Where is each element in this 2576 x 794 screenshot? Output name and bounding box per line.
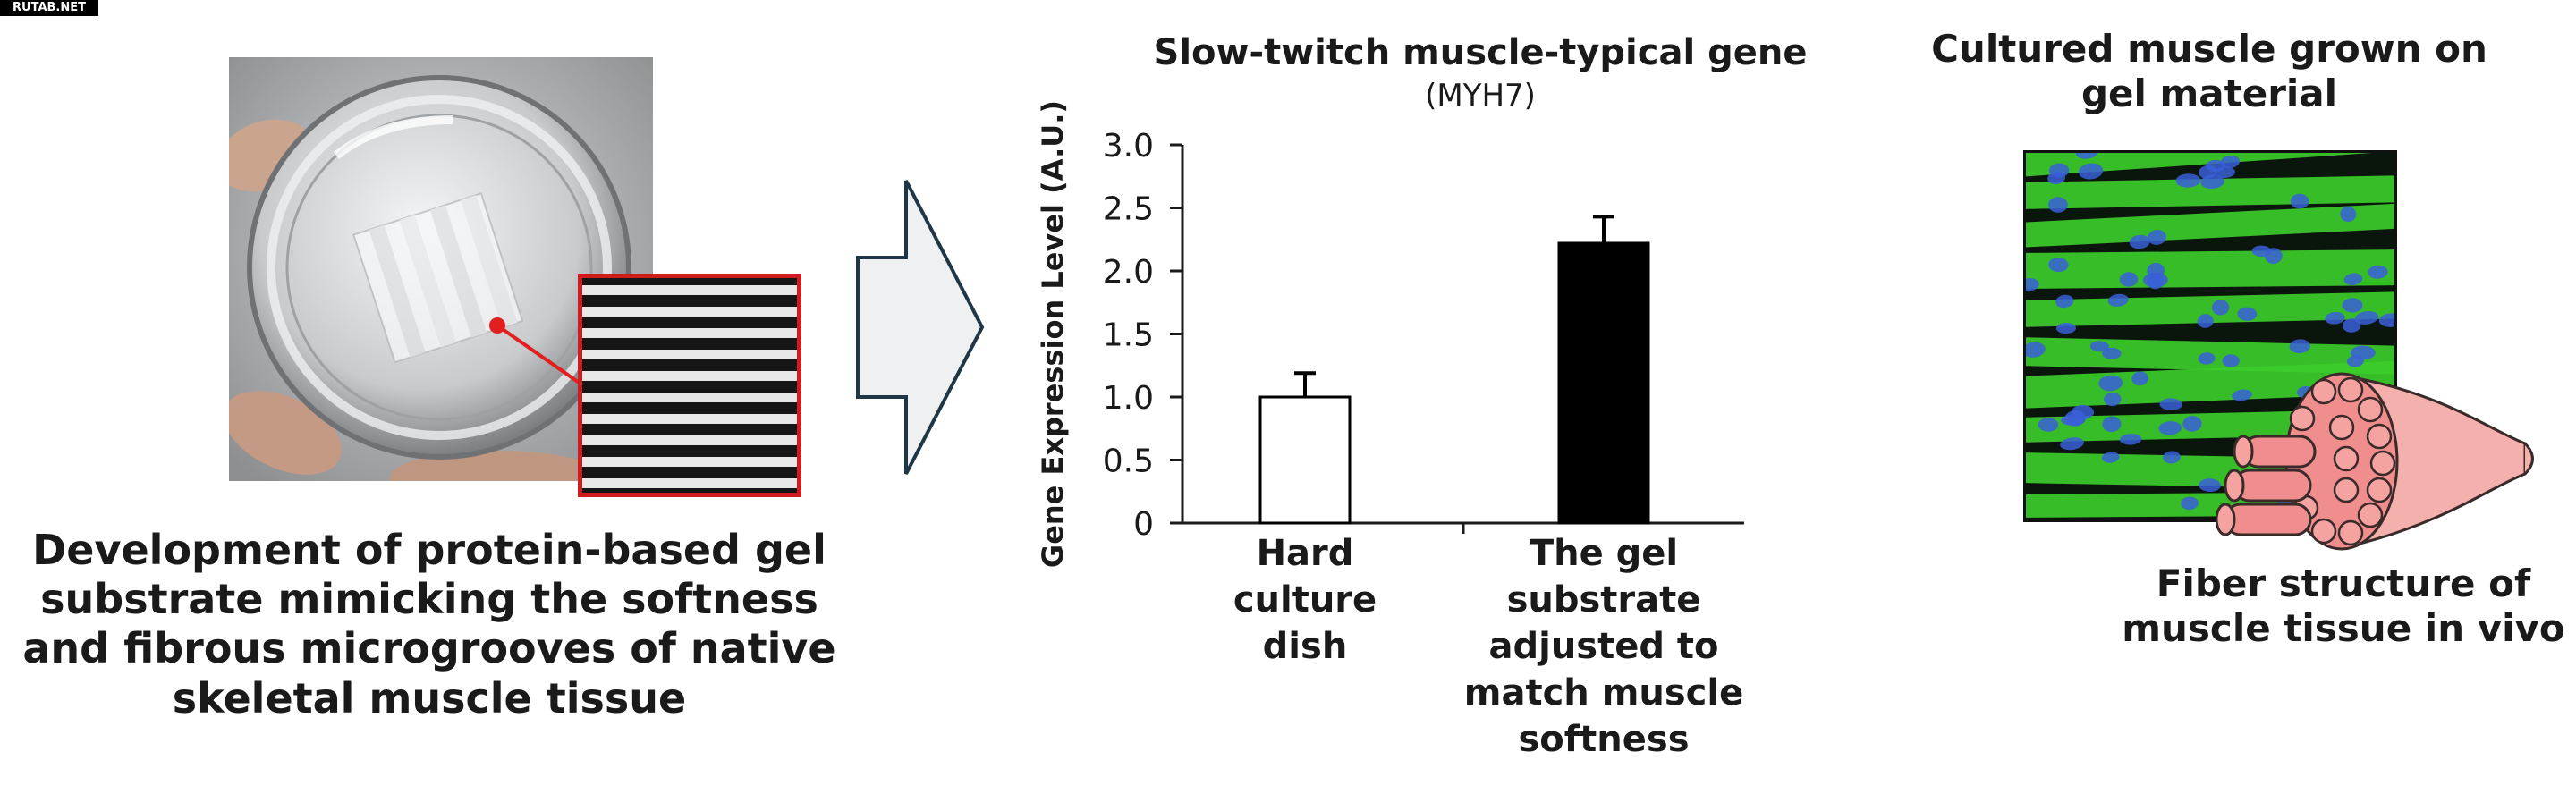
- y-tick-label: 0: [1133, 506, 1154, 543]
- y-tick-label: 1.0: [1103, 380, 1154, 417]
- nucleus: [2119, 272, 2139, 287]
- nucleus: [2368, 265, 2388, 279]
- groove-stripe: [582, 414, 797, 424]
- chart-title: Slow-twitch muscle-typical gene: [1154, 32, 1808, 73]
- nucleus: [2026, 342, 2046, 358]
- nucleus: [2182, 416, 2202, 432]
- nucleus: [2104, 392, 2122, 407]
- groove-stripe: [582, 350, 797, 359]
- bar-gel-substrate: [1557, 241, 1650, 525]
- nucleus: [2055, 322, 2077, 334]
- groove-stripe: [582, 393, 797, 402]
- nucleus: [2055, 294, 2074, 308]
- nucleus: [2232, 389, 2252, 401]
- nucleus: [2129, 234, 2150, 249]
- groove-stripe: [582, 478, 797, 488]
- nucleus: [2199, 478, 2221, 493]
- nucleus: [2222, 354, 2240, 367]
- nucleus: [2378, 313, 2394, 327]
- nucleus: [2060, 437, 2084, 451]
- nucleus: [2148, 230, 2166, 245]
- nucleus: [2102, 416, 2122, 433]
- gene-expression-chart: Slow-twitch muscle-typical gene (MYH7) G…: [1036, 32, 1808, 760]
- nucleus: [2098, 375, 2123, 392]
- nucleus: [2064, 410, 2087, 427]
- y-tick-label: 2.0: [1103, 254, 1154, 291]
- x-category-label: Hard culture dish: [1233, 533, 1377, 667]
- nucleus: [2175, 173, 2201, 188]
- nucleus: [2101, 452, 2120, 463]
- nucleus: [2290, 193, 2309, 209]
- muscle-fiber-bundle-icon: [2216, 372, 2534, 551]
- nucleus: [2346, 355, 2364, 367]
- nucleus: [2159, 398, 2182, 411]
- nucleus: [2237, 307, 2258, 321]
- arrow-shape: [856, 180, 985, 475]
- nucleus: [2198, 352, 2216, 365]
- fiber-structure-caption: Fiber structure of muscle tissue in vivo: [2122, 562, 2565, 651]
- nucleus: [2289, 339, 2310, 354]
- nucleus: [2251, 245, 2272, 258]
- nucleus: [2343, 273, 2363, 286]
- nucleus: [2089, 341, 2110, 352]
- right-arrow-icon: [856, 180, 985, 475]
- cultured-muscle-title: Cultured muscle grown on gel material: [1931, 27, 2487, 116]
- nucleus: [2075, 153, 2097, 159]
- groove-stripe: [582, 435, 797, 445]
- nucleus: [2119, 434, 2142, 445]
- nucleus: [2354, 311, 2379, 325]
- microgroove-inset: [578, 274, 801, 497]
- x-category-label: The gel substrate adjusted to match muscle s…: [1464, 533, 1743, 760]
- gel-dish-illustration: [229, 57, 653, 481]
- microgroove-stripes: [582, 278, 797, 493]
- nucleus: [2131, 371, 2148, 386]
- y-tick-label: 2.5: [1103, 191, 1154, 228]
- gel-dish-photo: [229, 57, 653, 481]
- nucleus: [2340, 207, 2357, 223]
- muscle-fiber: [2026, 175, 2394, 209]
- groove-stripe: [582, 307, 797, 317]
- nucleus: [2325, 311, 2345, 325]
- gel-substrate-caption: Development of protein-based gel substra…: [22, 526, 836, 722]
- groove-stripe: [582, 371, 797, 381]
- muscle-fiber: [2026, 249, 2394, 289]
- groove-stripe: [582, 285, 797, 295]
- bar-hard-dish: [1258, 395, 1352, 525]
- nucleus: [2102, 347, 2122, 359]
- nucleus: [2047, 172, 2066, 185]
- chart-subtitle: (MYH7): [1425, 78, 1536, 114]
- nucleus: [2211, 300, 2230, 316]
- y-tick-label: 3.0: [1103, 128, 1154, 165]
- nucleus: [2048, 258, 2069, 273]
- nucleus: [2047, 197, 2068, 213]
- nucleus: [2026, 278, 2039, 291]
- groove-stripe: [582, 328, 797, 338]
- nucleus: [2158, 421, 2182, 435]
- nucleus: [2197, 314, 2214, 328]
- y-axis-label: Gene Expression Level (A.U.): [1036, 100, 1070, 568]
- nucleus: [2143, 272, 2168, 288]
- nucleus: [2038, 418, 2059, 432]
- nucleus: [2215, 166, 2235, 179]
- nucleus: [2343, 318, 2361, 333]
- y-tick-label: 0.5: [1103, 443, 1154, 480]
- nucleus: [2220, 155, 2241, 168]
- nucleus: [2107, 293, 2129, 307]
- watermark: RUTAB.NET: [0, 0, 98, 16]
- groove-stripe: [582, 457, 797, 467]
- nucleus: [2163, 451, 2181, 464]
- nucleus: [2181, 496, 2199, 511]
- y-tick-label: 1.5: [1103, 317, 1154, 354]
- nucleus: [2342, 298, 2363, 313]
- nucleus: [2078, 163, 2104, 180]
